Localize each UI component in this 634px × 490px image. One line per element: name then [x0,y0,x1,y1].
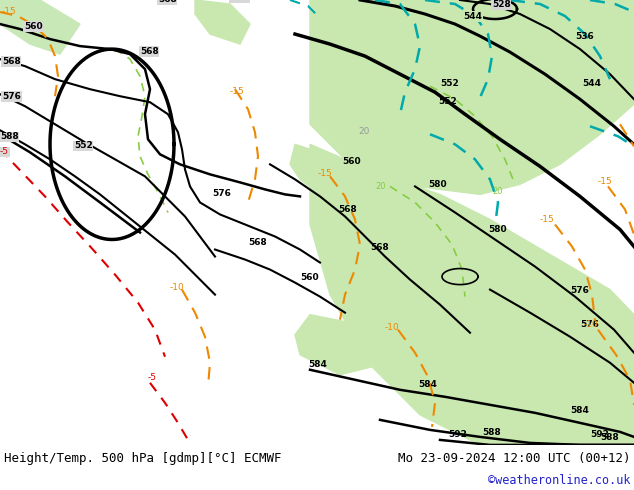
Text: 584: 584 [418,380,437,389]
Text: 552: 552 [74,141,93,150]
Text: 568: 568 [370,243,389,251]
Text: 20: 20 [492,187,503,196]
Text: 544: 544 [463,12,482,21]
Text: 20: 20 [375,182,385,192]
Text: 576: 576 [2,92,21,101]
Text: 592: 592 [448,430,467,439]
Polygon shape [310,0,634,195]
Text: 580: 580 [428,180,446,190]
Text: 584: 584 [570,406,589,415]
Polygon shape [295,315,390,375]
Text: 588: 588 [0,132,19,141]
Polygon shape [430,355,634,445]
Text: 576: 576 [212,190,231,198]
Text: 576: 576 [580,319,599,329]
Text: -15: -15 [2,7,16,16]
Text: 568: 568 [338,205,357,215]
Polygon shape [195,0,250,44]
Text: -10: -10 [170,283,184,292]
Text: -15: -15 [318,170,333,178]
Text: -10: -10 [385,323,400,332]
Text: 576: 576 [570,286,589,294]
Text: 560: 560 [300,272,319,282]
Text: 552: 552 [438,97,456,106]
Text: 20: 20 [358,127,370,136]
Text: -15: -15 [230,87,245,96]
Text: 552: 552 [440,79,459,88]
Text: 568: 568 [140,47,158,56]
Text: -15: -15 [598,177,612,186]
Text: -5: -5 [148,373,157,382]
Text: Height/Temp. 500 hPa [gdmp][°C] ECMWF: Height/Temp. 500 hPa [gdmp][°C] ECMWF [4,452,281,465]
Text: 568: 568 [2,57,21,66]
Text: 536: 536 [575,32,594,41]
Polygon shape [0,0,80,54]
Text: -5: -5 [0,147,9,156]
Text: 576: 576 [230,0,249,2]
Polygon shape [310,144,634,445]
Text: -10: -10 [584,319,598,329]
Text: 560: 560 [24,22,42,31]
Text: ©weatheronline.co.uk: ©weatheronline.co.uk [488,474,630,487]
Text: 592: 592 [590,430,609,439]
Text: 560: 560 [342,157,361,166]
Text: 588: 588 [482,428,501,437]
Text: 528: 528 [492,0,511,9]
Polygon shape [290,144,335,195]
Text: -15: -15 [540,216,555,224]
Text: 568: 568 [248,238,267,246]
Text: 588: 588 [600,433,619,442]
Text: Mo 23-09-2024 12:00 UTC (00+12): Mo 23-09-2024 12:00 UTC (00+12) [398,452,630,465]
Text: 568: 568 [158,0,177,4]
Text: 580: 580 [488,225,507,235]
Text: 584: 584 [308,360,327,369]
Text: 544: 544 [582,79,601,88]
